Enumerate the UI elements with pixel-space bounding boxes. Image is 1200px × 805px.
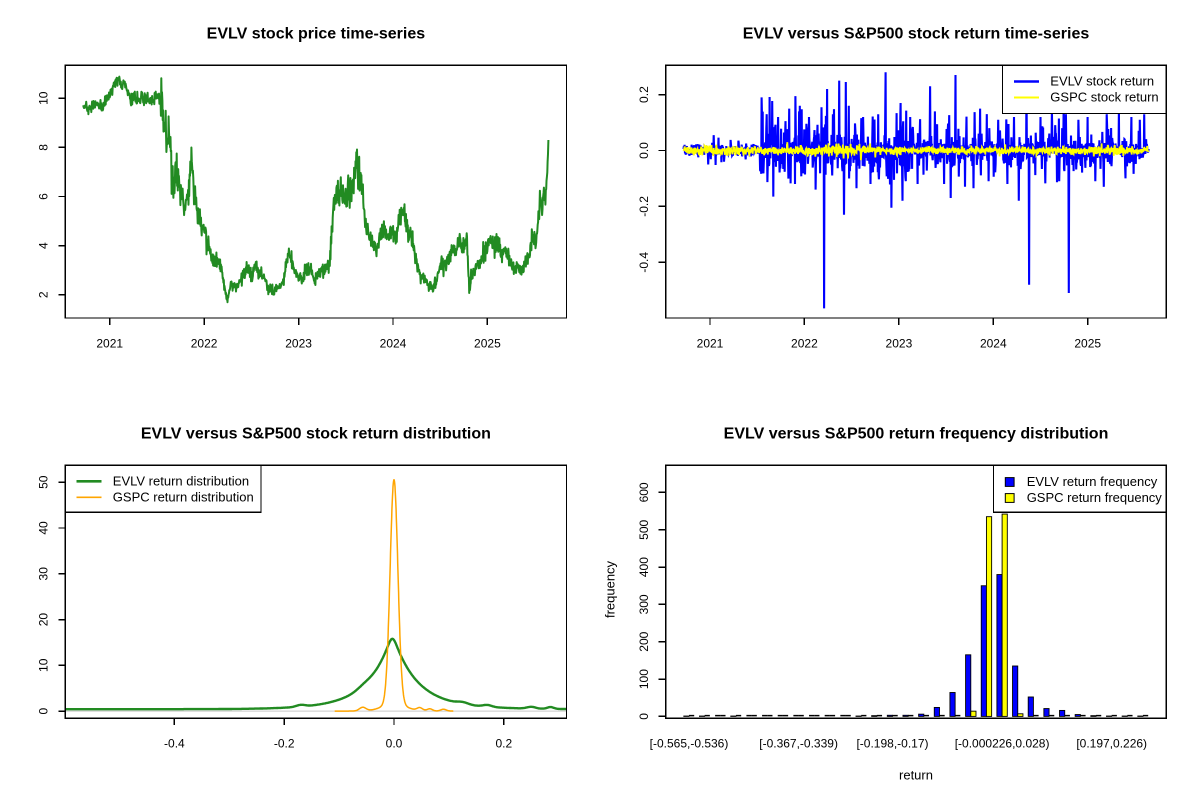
svg-text:2021: 2021 bbox=[697, 336, 724, 350]
svg-text:GSPC return frequency: GSPC return frequency bbox=[1027, 490, 1163, 505]
svg-text:10: 10 bbox=[37, 91, 51, 105]
svg-text:40: 40 bbox=[37, 521, 51, 535]
svg-text:0: 0 bbox=[637, 713, 651, 720]
svg-text:EVLV versus S&P500 stock retur: EVLV versus S&P500 stock return time-ser… bbox=[743, 26, 1090, 43]
svg-text:-0.2: -0.2 bbox=[637, 196, 651, 217]
svg-text:-0.4: -0.4 bbox=[164, 736, 185, 750]
svg-text:4: 4 bbox=[37, 242, 51, 249]
svg-text:600: 600 bbox=[637, 482, 651, 502]
svg-text:[-0.367,-0.339): [-0.367,-0.339) bbox=[759, 736, 838, 750]
svg-text:50: 50 bbox=[37, 475, 51, 489]
svg-text:return: return bbox=[899, 768, 933, 783]
svg-text:-0.2: -0.2 bbox=[274, 736, 295, 750]
svg-text:EVLV versus S&P500 return freq: EVLV versus S&P500 return frequency dist… bbox=[724, 426, 1109, 443]
svg-text:30: 30 bbox=[37, 567, 51, 581]
svg-text:EVLV return frequency: EVLV return frequency bbox=[1027, 474, 1158, 489]
svg-text:[-0.198,-0.17): [-0.198,-0.17) bbox=[856, 736, 928, 750]
svg-text:0.2: 0.2 bbox=[495, 736, 512, 750]
svg-text:400: 400 bbox=[637, 557, 651, 577]
svg-text:6: 6 bbox=[37, 193, 51, 200]
svg-text:2024: 2024 bbox=[380, 336, 407, 350]
svg-text:2023: 2023 bbox=[285, 336, 312, 350]
svg-text:2021: 2021 bbox=[96, 336, 123, 350]
svg-text:2024: 2024 bbox=[980, 336, 1007, 350]
svg-text:2023: 2023 bbox=[886, 336, 913, 350]
svg-text:0.2: 0.2 bbox=[637, 86, 651, 103]
svg-text:[0.197,0.226): [0.197,0.226) bbox=[1076, 736, 1147, 750]
svg-text:2022: 2022 bbox=[191, 336, 218, 350]
svg-text:2025: 2025 bbox=[1074, 336, 1101, 350]
svg-text:0.0: 0.0 bbox=[637, 142, 651, 159]
svg-text:0: 0 bbox=[37, 707, 51, 714]
svg-text:GSPC return distribution: GSPC return distribution bbox=[113, 489, 254, 504]
svg-text:EVLV versus S&P500 stock retur: EVLV versus S&P500 stock return distribu… bbox=[141, 426, 491, 443]
svg-text:500: 500 bbox=[637, 519, 651, 539]
svg-text:2025: 2025 bbox=[474, 336, 501, 350]
svg-text:[-0.565,-0.536): [-0.565,-0.536) bbox=[650, 736, 729, 750]
svg-text:-0.4: -0.4 bbox=[637, 252, 651, 273]
svg-text:frequency: frequency bbox=[603, 560, 618, 618]
svg-text:100: 100 bbox=[637, 669, 651, 689]
svg-text:[-0.000226,0.028): [-0.000226,0.028) bbox=[955, 736, 1050, 750]
svg-text:20: 20 bbox=[37, 613, 51, 627]
svg-text:2022: 2022 bbox=[791, 336, 818, 350]
svg-text:200: 200 bbox=[637, 631, 651, 651]
svg-text:EVLV stock price time-series: EVLV stock price time-series bbox=[207, 26, 426, 43]
svg-text:10: 10 bbox=[37, 658, 51, 672]
svg-text:EVLV return distribution: EVLV return distribution bbox=[113, 473, 249, 488]
svg-text:EVLV stock return: EVLV stock return bbox=[1050, 74, 1154, 89]
svg-text:8: 8 bbox=[37, 144, 51, 151]
svg-text:0.0: 0.0 bbox=[386, 736, 403, 750]
svg-text:300: 300 bbox=[637, 594, 651, 614]
svg-text:GSPC stock return: GSPC stock return bbox=[1050, 90, 1158, 105]
svg-text:2: 2 bbox=[37, 291, 51, 298]
